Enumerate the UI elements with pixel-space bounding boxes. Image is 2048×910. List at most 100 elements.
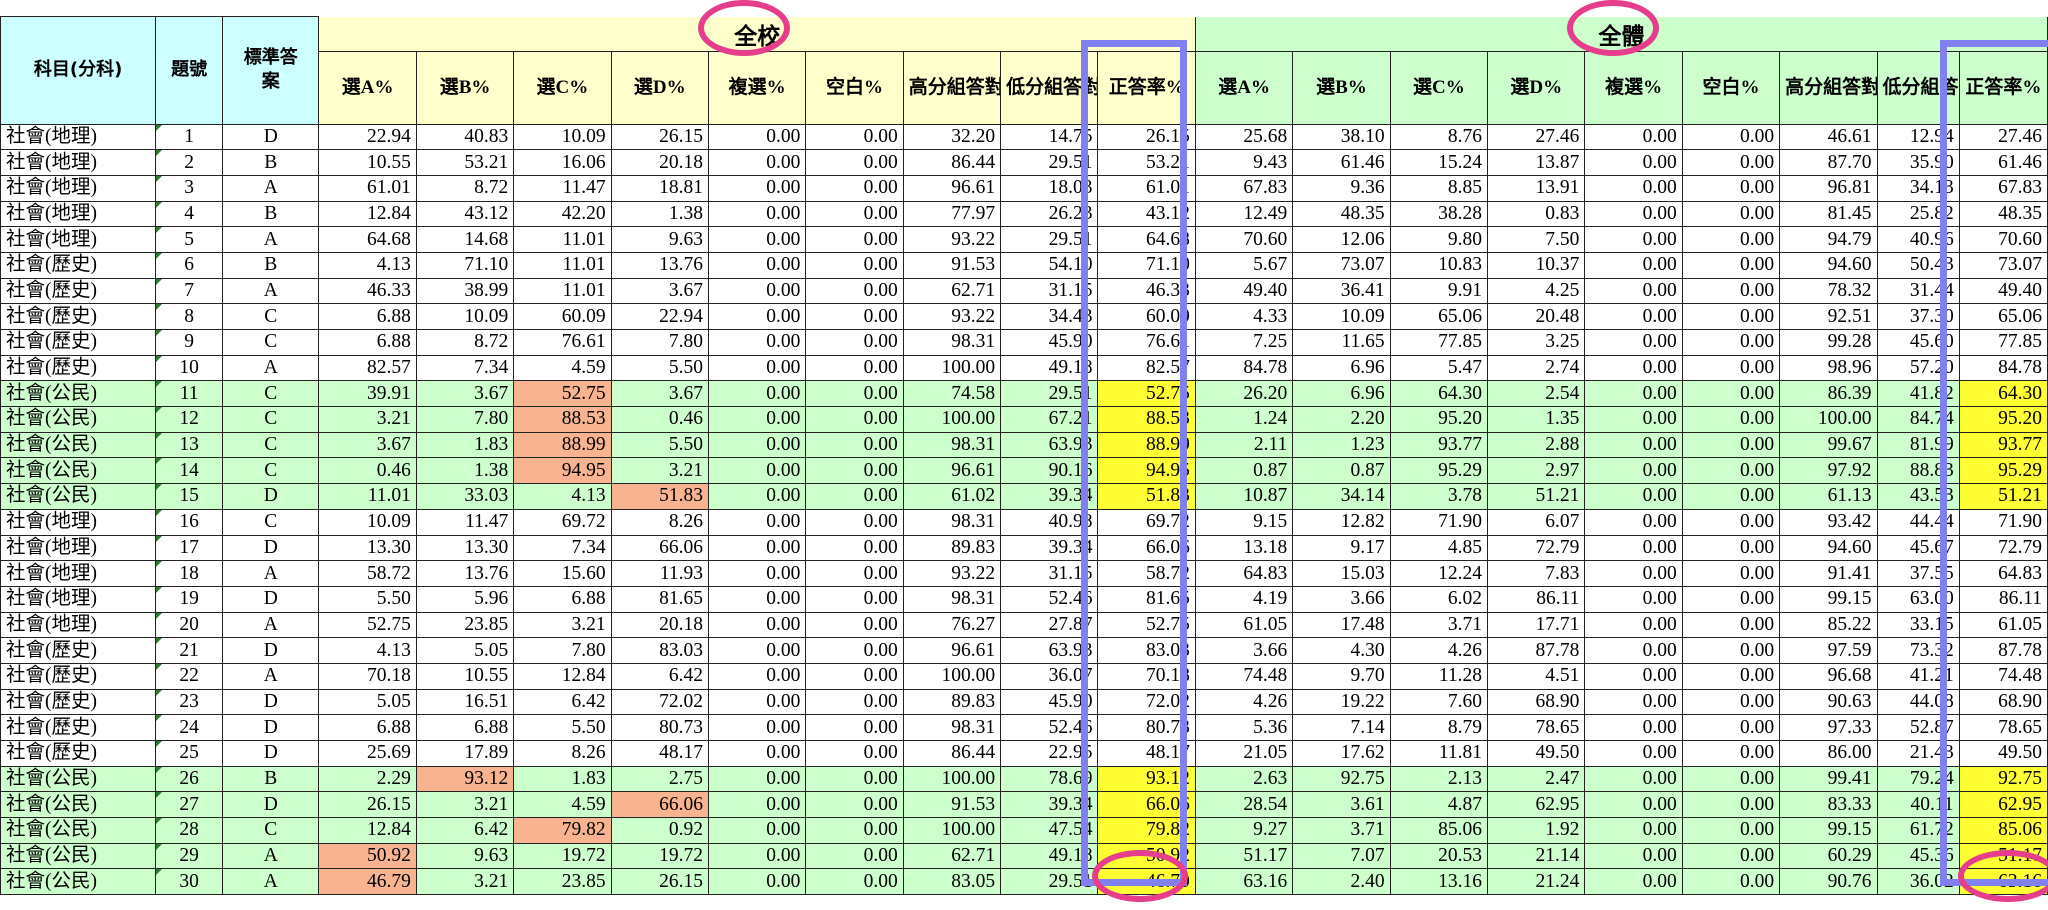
- school-value-cell: 98.31: [902, 508, 1002, 536]
- table-row: 社會(地理) 1 D 22.94 40.83 10.09 26.15 0.00 0.00 32.2…: [0, 123, 2048, 151]
- school-value-cell: 93.22: [902, 303, 1002, 330]
- school-col-header-0: 選A%: [318, 50, 417, 125]
- all-value-cell: 0.00: [1584, 791, 1683, 819]
- all-value-cell: 6.07: [1487, 508, 1586, 536]
- school-value-cell: 18.03: [1000, 174, 1099, 202]
- all-value-cell: 87.78: [1958, 637, 2048, 664]
- school-value-cell: 90.16: [1000, 457, 1099, 485]
- all-value-cell: 92.75: [1958, 765, 2048, 793]
- all-value-cell: 81.45: [1779, 200, 1878, 228]
- all-col-header-0: 選A%: [1194, 50, 1294, 125]
- all-value-cell: 0.00: [1681, 611, 1781, 639]
- table-row: 社會(公民) 30 A 46.79 3.21 23.85 26.15 0.00 0.00 83.0…: [0, 868, 2048, 896]
- school-value-cell: 0.00: [805, 277, 904, 305]
- all-value-cell: 2.63: [1194, 765, 1294, 793]
- school-value-cell: 42.20: [513, 200, 612, 228]
- school-value-cell: 11.01: [513, 251, 612, 279]
- question-number-cell: 19: [155, 585, 224, 613]
- subject-cell: 社會(地理): [0, 174, 157, 202]
- all-value-cell: 95.29: [1958, 457, 2048, 485]
- all-value-cell: 92.51: [1779, 303, 1878, 330]
- school-value-cell: 62.71: [902, 842, 1002, 870]
- all-value-cell: 0.00: [1584, 483, 1683, 510]
- question-number-cell: 9: [155, 329, 224, 356]
- all-value-cell: 12.06: [1292, 226, 1391, 253]
- table-row: 社會(地理) 5 A 64.68 14.68 11.01 9.63 0.00 0.00 93.22…: [0, 226, 2048, 253]
- all-value-cell: 0.00: [1681, 406, 1781, 433]
- all-value-cell: 2.97: [1487, 457, 1586, 485]
- table-row: 社會(公民) 12 C 3.21 7.80 88.53 0.46 0.00 0.00 100.00…: [0, 406, 2048, 433]
- all-value-cell: 61.05: [1958, 611, 2048, 639]
- subject-cell: 社會(歷史): [0, 714, 157, 741]
- all-value-cell: 61.46: [1958, 149, 2048, 176]
- school-value-cell: 46.33: [318, 277, 417, 305]
- school-value-cell: 52.46: [1000, 714, 1099, 741]
- all-value-cell: 51.21: [1487, 483, 1586, 510]
- table-row: 社會(公民) 28 C 12.84 6.42 79.82 0.92 0.00 0.00 100.0…: [0, 817, 2048, 844]
- subject-cell: 社會(歷史): [0, 637, 157, 664]
- all-value-cell: 10.87: [1194, 483, 1294, 510]
- question-number-cell: 18: [155, 560, 224, 587]
- subject-cell: 社會(歷史): [0, 688, 157, 716]
- all-value-cell: 45.36: [1876, 842, 1960, 870]
- school-value-cell: 0.00: [805, 688, 904, 716]
- table-row: 社會(公民) 13 C 3.67 1.83 88.99 5.50 0.00 0.00 98.31 6…: [0, 431, 2048, 459]
- subject-cell: 社會(歷史): [0, 303, 157, 330]
- all-value-cell: 0.00: [1584, 431, 1683, 459]
- all-value-cell: 1.24: [1194, 406, 1294, 433]
- school-value-cell: 63.93: [1000, 637, 1099, 664]
- all-value-cell: 99.28: [1779, 329, 1878, 356]
- all-value-cell: 44.08: [1876, 688, 1960, 716]
- school-value-cell: 0.00: [707, 354, 807, 382]
- all-value-cell: 68.90: [1958, 688, 2048, 716]
- all-value-cell: 79.24: [1876, 765, 1960, 793]
- school-value-cell: 89.83: [902, 534, 1002, 562]
- school-value-cell: 11.01: [318, 483, 417, 510]
- all-value-cell: 7.50: [1487, 226, 1586, 253]
- all-value-cell: 94.79: [1779, 226, 1878, 253]
- all-value-cell: 88.83: [1876, 457, 1960, 485]
- all-value-cell: 77.85: [1389, 329, 1489, 356]
- question-number-cell: 17: [155, 534, 224, 562]
- all-value-cell: 67.83: [1958, 174, 2048, 202]
- table-row: 社會(歷史) 7 A 46.33 38.99 11.01 3.67 0.00 0.00 62.71…: [0, 277, 2048, 305]
- school-value-cell: 0.46: [610, 406, 709, 433]
- all-value-cell: 0.00: [1584, 149, 1683, 176]
- school-value-cell: 13.76: [610, 251, 709, 279]
- school-value-cell: 29.51: [1000, 226, 1099, 253]
- all-value-cell: 0.00: [1681, 329, 1781, 356]
- question-number-cell: 11: [155, 380, 224, 408]
- all-value-cell: 12.49: [1194, 200, 1294, 228]
- all-value-cell: 0.00: [1584, 611, 1683, 639]
- all-value-cell: 3.66: [1194, 637, 1294, 664]
- all-value-cell: 0.00: [1681, 457, 1781, 485]
- school-value-cell: 0.00: [805, 842, 904, 870]
- all-value-cell: 83.33: [1779, 791, 1878, 819]
- school-value-cell: 0.00: [707, 406, 807, 433]
- all-value-cell: 51.17: [1958, 842, 2048, 870]
- school-value-cell: 0.92: [610, 817, 709, 844]
- school-value-cell: 94.95: [1097, 457, 1196, 485]
- all-value-cell: 0.00: [1584, 662, 1683, 690]
- school-value-cell: 26.15: [318, 791, 417, 819]
- all-value-cell: 86.00: [1779, 740, 1878, 767]
- table-row: 社會(地理) 17 D 13.30 13.30 7.34 66.06 0.00 0.00 89.8…: [0, 534, 2048, 562]
- school-value-cell: 5.50: [318, 585, 417, 613]
- all-value-cell: 87.78: [1487, 637, 1586, 664]
- school-value-cell: 0.00: [707, 842, 807, 870]
- table-row: 社會(歷史) 24 D 6.88 6.88 5.50 80.73 0.00 0.00 98.31 5…: [0, 714, 2048, 741]
- all-value-cell: 0.00: [1584, 637, 1683, 664]
- all-value-cell: 84.78: [1958, 354, 2048, 382]
- all-value-cell: 43.53: [1876, 483, 1960, 510]
- school-value-cell: 67.21: [1000, 406, 1099, 433]
- school-value-cell: 52.75: [318, 611, 417, 639]
- school-value-cell: 63.93: [1000, 431, 1099, 459]
- school-value-cell: 1.38: [610, 200, 709, 228]
- all-value-cell: 0.00: [1681, 277, 1781, 305]
- all-value-cell: 3.25: [1487, 329, 1586, 356]
- all-value-cell: 9.43: [1194, 149, 1294, 176]
- school-value-cell: 86.44: [902, 149, 1002, 176]
- all-col-header-6: 高分組答對%: [1779, 50, 1878, 125]
- school-value-cell: 0.00: [805, 508, 904, 536]
- school-value-cell: 26.15: [1097, 123, 1196, 151]
